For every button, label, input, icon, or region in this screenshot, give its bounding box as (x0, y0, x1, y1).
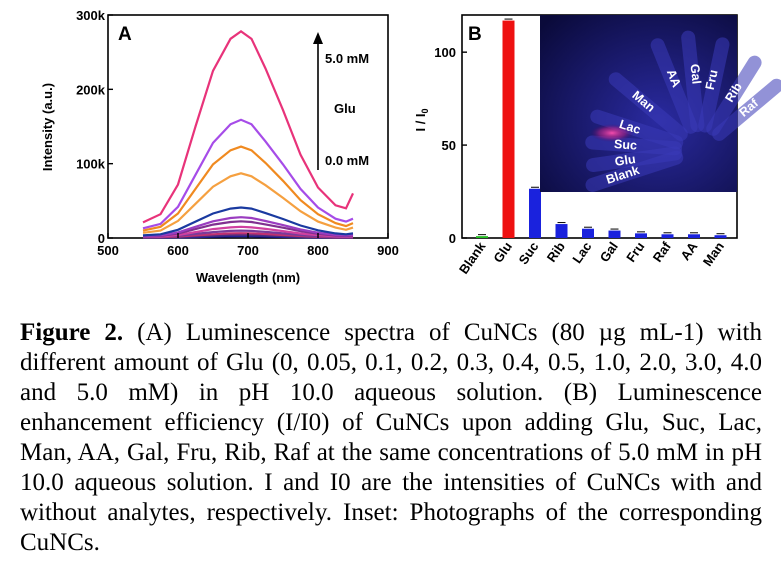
inset-tube (585, 135, 683, 156)
annotation-top: 5.0 mM (325, 51, 369, 66)
annotation-bottom: 0.0 mM (325, 153, 369, 168)
category-label: Fru (623, 239, 647, 265)
inset-tubes-group (585, 30, 781, 192)
spectrum-line-8 (142, 172, 354, 234)
category-label: Lac (569, 239, 594, 266)
inset-tube (608, 72, 688, 141)
spectrum-line-10 (142, 118, 354, 230)
panel-a-axis-ticks: 500 600 700 800 900 0 100k 200k 300k (76, 8, 399, 258)
inset-tube (712, 78, 781, 141)
panel-a-series-group (142, 30, 354, 239)
figure-caption: Figure 2. (A) Luminescence spectra of Cu… (20, 318, 762, 558)
bar-rib (555, 224, 568, 238)
x-tick-label: 800 (307, 243, 329, 258)
inset-label-fru: Fru (703, 68, 721, 91)
category-label: Suc (515, 239, 541, 267)
category-label: Raf (650, 239, 675, 265)
bar-blank (476, 236, 488, 238)
bar-gal (608, 230, 621, 238)
bar-man (714, 235, 727, 238)
y-tick-label: 200k (76, 82, 106, 97)
panel-a-label: A (118, 24, 132, 45)
bar-raf (661, 234, 674, 238)
panel-a-spectra-chart: A 500 600 700 800 900 0 100k 200k 300k 5.0 mM Gl… (40, 8, 399, 285)
y-tick-label: 300k (76, 8, 106, 23)
arrow-head-icon (313, 32, 323, 44)
inset-label-gal: Gal (688, 63, 704, 85)
inset-tube (586, 146, 683, 173)
glu-tube-glow (590, 124, 634, 142)
panel-b-axis-ticks: 0 50 100 (434, 45, 467, 246)
bar-lac (582, 228, 594, 238)
bar-glu (502, 20, 515, 239)
panel-a-xlabel: Wavelength (nm) (196, 270, 300, 285)
bar-fru (635, 233, 647, 238)
x-tick-label: 600 (167, 243, 189, 258)
panel-b-ylabel: I / I0 (413, 108, 430, 131)
spectrum-line-6 (142, 216, 354, 238)
y-tick-label: 0 (449, 231, 456, 246)
spectrum-line-11 (142, 30, 354, 224)
spectrum-line-7 (142, 206, 354, 237)
inset-label-aa: AA (664, 67, 684, 89)
y-tick-label: 100 (434, 45, 456, 60)
panel-a-frame (107, 14, 389, 239)
category-label: Glu (490, 239, 515, 265)
inset-label-lac: Lac (618, 117, 643, 137)
y-tick-label: 50 (442, 138, 456, 153)
inset-label-glu: Glu (614, 152, 637, 169)
caption-label: Figure 2. (20, 319, 124, 346)
inset-tube (706, 55, 762, 136)
annotation-middle: Glu (334, 101, 356, 116)
y-tick-label: 100k (76, 157, 106, 172)
bar-suc (529, 188, 541, 238)
x-tick-label: 700 (237, 243, 259, 258)
panel-a-ylabel: Intensity (a.u.) (40, 83, 55, 171)
category-label: Man (700, 239, 727, 269)
category-label: AA (677, 239, 700, 263)
caption-text: (A) Luminescence spectra of CuNCs (80 µg… (20, 319, 762, 556)
panel-b-label: B (468, 24, 482, 45)
category-label: Rib (544, 239, 568, 265)
spectrum-line-9 (142, 145, 354, 232)
inset-tube (650, 38, 698, 134)
category-label: Blank (456, 238, 489, 276)
x-tick-label: 900 (377, 243, 399, 258)
y-tick-label: 0 (98, 231, 105, 246)
bar-aa (688, 234, 700, 238)
category-label: Gal (597, 239, 621, 265)
inset-tube (590, 109, 684, 150)
inset-label-suc: Suc (614, 137, 638, 153)
inset-tube (681, 30, 705, 133)
x-tick-label: 500 (97, 243, 119, 258)
inset-tube (698, 37, 730, 133)
